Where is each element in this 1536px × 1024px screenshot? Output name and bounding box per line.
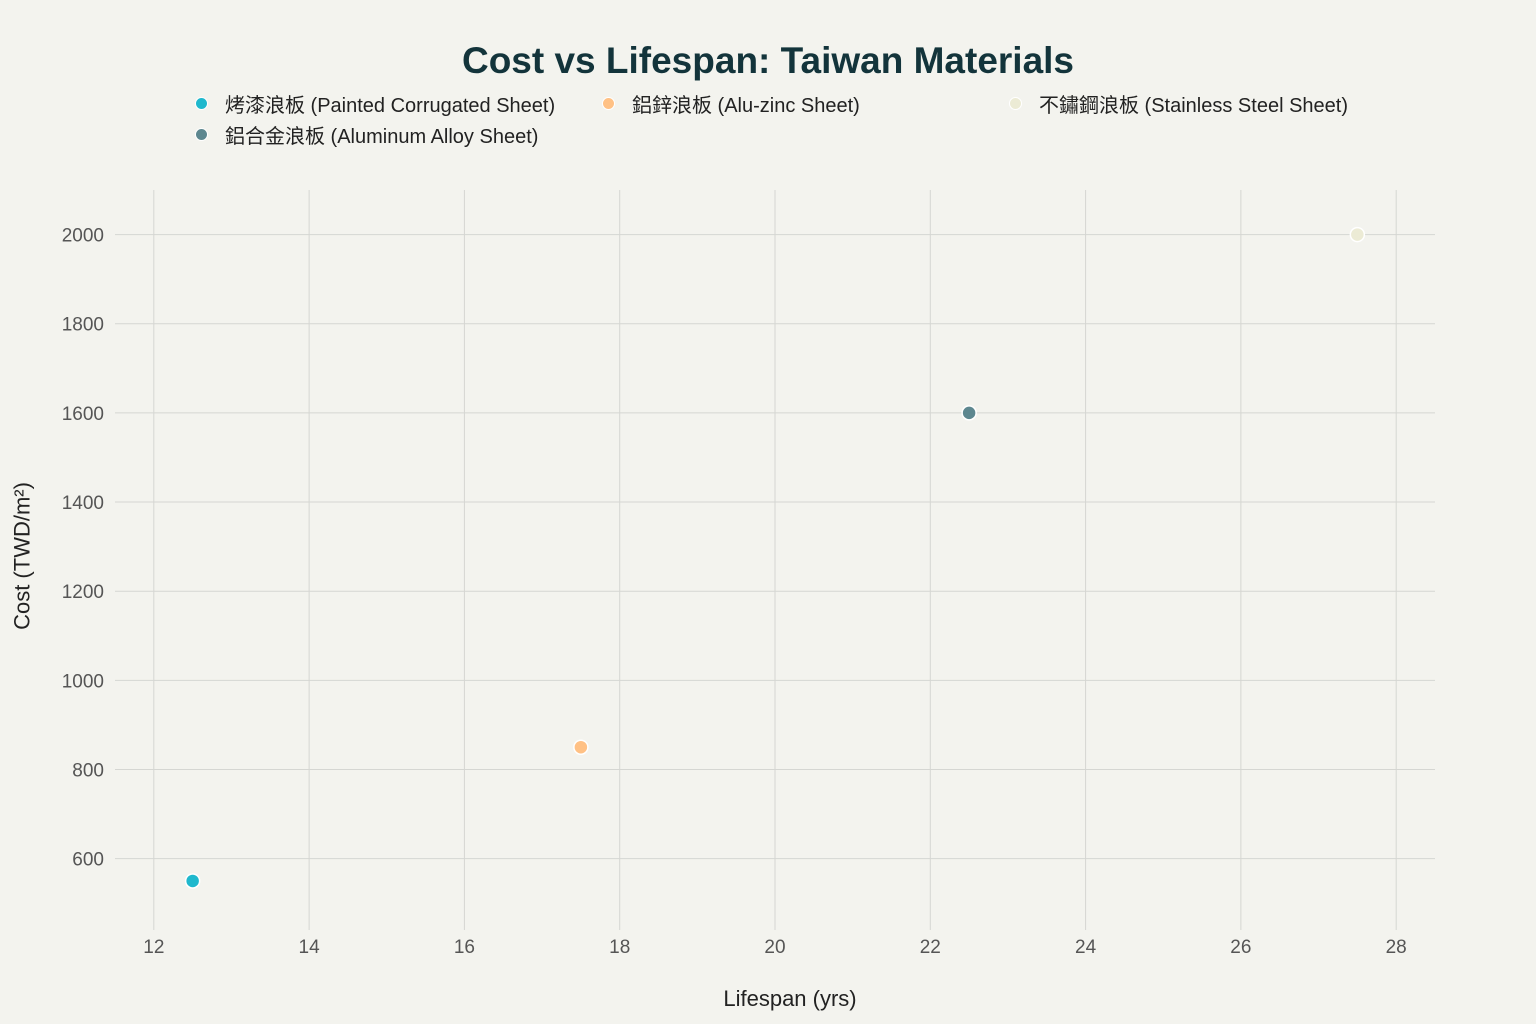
y-tick-label: 1800 xyxy=(62,315,104,336)
legend-label-painted-sheet: 烤漆浪板 (Painted Corrugated Sheet) xyxy=(225,95,556,117)
y-axis-label: Cost (TWD/m²) xyxy=(10,482,35,630)
chart-title: Cost vs Lifespan: Taiwan Materials xyxy=(461,40,1075,81)
y-tick-label: 1000 xyxy=(62,671,104,692)
y-tick-label: 800 xyxy=(72,761,104,782)
legend-label-aluminum-alloy-sheet: 鋁合金浪板 (Aluminum Alloy Sheet) xyxy=(225,126,539,148)
legend: 烤漆浪板 (Painted Corrugated Sheet) 鋁鋅浪板 (Al… xyxy=(0,0,1536,150)
x-tick-label: 16 xyxy=(454,937,475,958)
data-point-series-3[interactable] xyxy=(961,405,977,421)
x-tick-label: 20 xyxy=(764,937,785,958)
legend-marker-stainless-steel-sheet xyxy=(1009,97,1022,110)
x-tick-label: 18 xyxy=(609,937,630,958)
y-tick-label: 1400 xyxy=(62,493,104,514)
data-points xyxy=(184,226,1366,889)
grid-lines xyxy=(115,190,1435,930)
y-tick-label: 1600 xyxy=(62,404,104,425)
y-tick-label: 600 xyxy=(72,850,104,871)
legend-item-alu-zinc-sheet[interactable]: 鋁鋅浪板 (Alu-zinc Sheet) xyxy=(602,89,860,118)
tick-labels: 12 14 16 18 20 22 24 26 28 600 800 1000 1200 1400 1600… xyxy=(62,226,1407,958)
y-tick-label: 2000 xyxy=(62,226,104,247)
legend-item-stainless-steel-sheet[interactable]: 不鏽鋼浪板 (Stainless Steel Sheet) xyxy=(1009,89,1348,118)
legend-marker-alu-zinc-sheet xyxy=(602,97,615,110)
legend-item-painted-sheet[interactable]: 烤漆浪板 (Painted Corrugated Sheet) xyxy=(195,89,555,118)
x-tick-label: 22 xyxy=(920,937,941,958)
legend-label-alu-zinc-sheet: 鋁鋅浪板 (Alu-zinc Sheet) xyxy=(632,95,860,117)
data-point-series-1[interactable] xyxy=(573,739,589,755)
legend-marker-aluminum-alloy-sheet xyxy=(195,128,208,141)
legend-label-stainless-steel-sheet: 不鏽鋼浪板 (Stainless Steel Sheet) xyxy=(1039,95,1348,117)
x-tick-label: 24 xyxy=(1075,937,1097,958)
data-point-series-0[interactable] xyxy=(184,873,201,889)
data-point-series-2[interactable] xyxy=(1349,226,1366,243)
x-tick-label: 28 xyxy=(1386,937,1407,958)
x-tick-label: 26 xyxy=(1230,937,1251,958)
legend-marker-painted-sheet xyxy=(195,97,208,110)
x-tick-label: 14 xyxy=(299,937,321,958)
x-tick-label: 12 xyxy=(143,937,164,958)
x-axis-label: Lifespan (yrs) xyxy=(723,986,856,1011)
y-tick-label: 1200 xyxy=(62,582,104,603)
legend-item-aluminum-alloy-sheet[interactable]: 鋁合金浪板 (Aluminum Alloy Sheet) xyxy=(195,120,538,149)
